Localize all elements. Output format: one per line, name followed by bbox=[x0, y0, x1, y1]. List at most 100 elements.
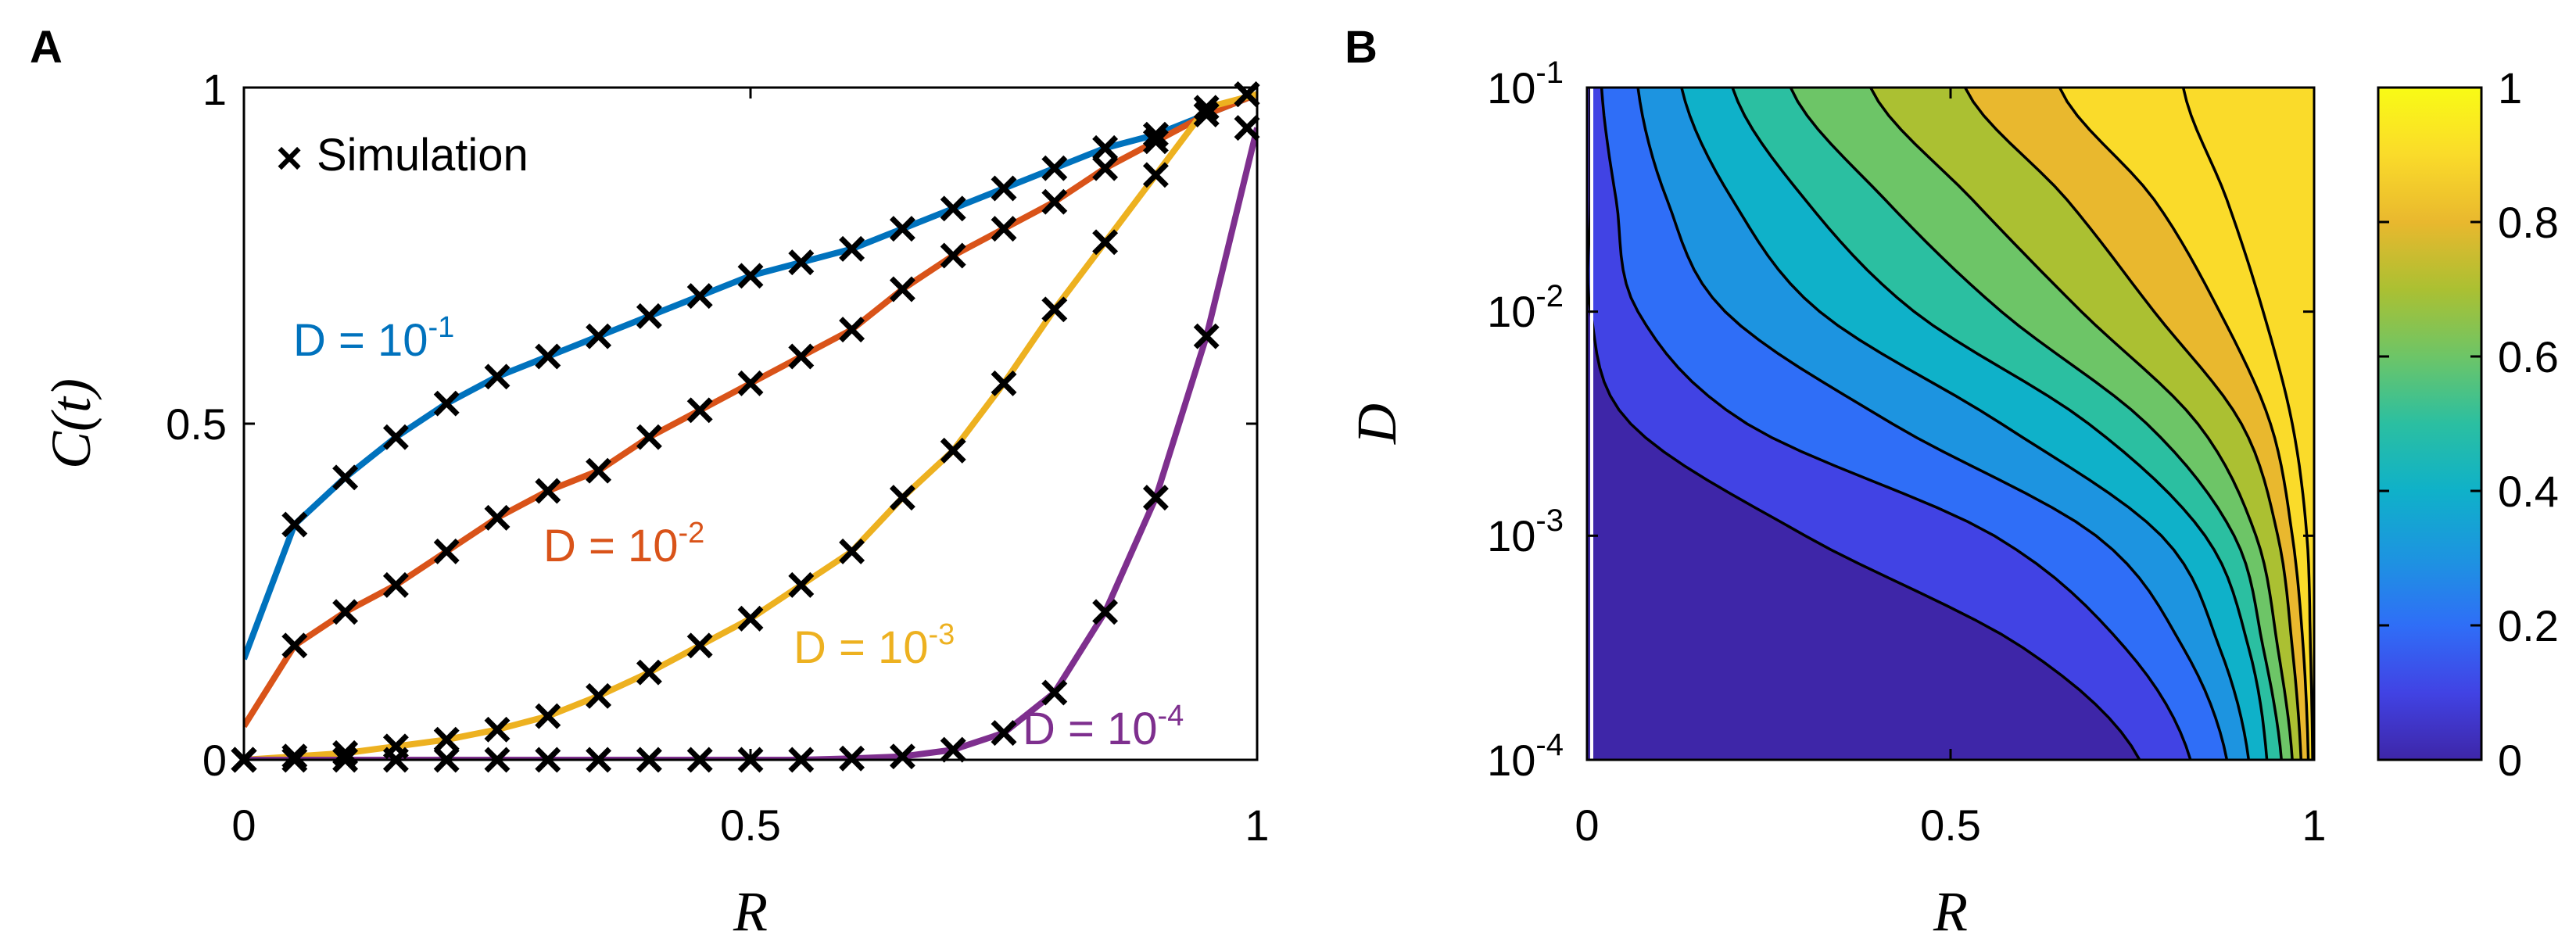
marker-stroke bbox=[788, 571, 815, 598]
panel-a-xtick-0: 0 bbox=[231, 800, 256, 850]
simulation-marker bbox=[737, 605, 764, 632]
simulation-marker bbox=[889, 743, 915, 770]
panel-b-contour-lines bbox=[1587, 88, 2314, 760]
simulation-marker bbox=[484, 716, 511, 743]
panel-b-xtick-1: 1 bbox=[2302, 800, 2326, 850]
contour-line bbox=[2058, 88, 2310, 760]
panel-a-ylabel: C(t) bbox=[40, 378, 102, 469]
legend-label: Simulation bbox=[317, 130, 528, 181]
simulation-marker bbox=[1092, 155, 1119, 181]
marker-stroke bbox=[281, 511, 308, 538]
simulation-marker bbox=[1092, 134, 1119, 161]
series-label-d2: D = 10-2 bbox=[543, 517, 704, 571]
series-line-4 bbox=[244, 127, 1257, 760]
marker-stroke bbox=[586, 323, 612, 349]
marker-stroke bbox=[382, 424, 409, 450]
simulation-marker bbox=[991, 175, 1017, 202]
contour-line bbox=[1731, 88, 2269, 760]
panel-b-xlabel: R bbox=[1933, 880, 1968, 943]
simulation-marker bbox=[889, 485, 915, 511]
simulation-marker bbox=[1092, 599, 1119, 625]
contour-line bbox=[1600, 88, 2192, 760]
marker-stroke bbox=[586, 457, 612, 484]
marker-stroke bbox=[636, 424, 662, 450]
simulation-marker bbox=[991, 216, 1017, 242]
simulation-marker bbox=[433, 390, 460, 417]
simulation-marker bbox=[1041, 155, 1068, 181]
panel-a-ticks bbox=[242, 86, 1259, 761]
marker-stroke bbox=[484, 504, 511, 531]
marker-stroke bbox=[636, 303, 662, 329]
simulation-marker bbox=[382, 424, 409, 450]
contour-band bbox=[1587, 88, 2140, 760]
simulation-marker bbox=[332, 464, 359, 491]
panel-b-ytick-1e-2: 10-2 bbox=[1487, 279, 1564, 336]
marker-stroke bbox=[839, 745, 865, 772]
contour-line bbox=[1869, 88, 2294, 760]
panel-a-xtick-0.5: 0.5 bbox=[720, 800, 781, 850]
marker-stroke bbox=[332, 599, 359, 625]
contour-band bbox=[2183, 88, 2314, 760]
panel-b-ytick-1e-3: 10-3 bbox=[1487, 503, 1564, 560]
contour-line bbox=[1680, 88, 2251, 760]
marker-stroke bbox=[991, 216, 1017, 242]
simulation-marker bbox=[281, 511, 308, 538]
simulation-marker bbox=[940, 736, 966, 763]
simulation-marker bbox=[1142, 121, 1169, 148]
simulation-marker bbox=[484, 363, 511, 390]
colorbar-tick-0.2: 0.2 bbox=[2498, 601, 2559, 650]
panel-a-letter: A bbox=[30, 22, 63, 73]
marker-stroke bbox=[1092, 134, 1119, 161]
marker-stroke bbox=[686, 632, 713, 659]
simulation-marker bbox=[940, 242, 966, 269]
marker-stroke bbox=[889, 743, 915, 770]
simulation-marker bbox=[636, 303, 662, 329]
marker-stroke bbox=[1142, 162, 1169, 188]
marker-stroke bbox=[788, 249, 815, 276]
simulation-marker bbox=[1092, 229, 1119, 256]
marker-stroke bbox=[1142, 128, 1169, 155]
marker-stroke bbox=[940, 242, 966, 269]
panel-b-letter: B bbox=[1345, 22, 1378, 73]
panel-b-xtick-0.5: 0.5 bbox=[1920, 800, 1981, 850]
simulation-marker bbox=[586, 682, 612, 709]
marker-stroke bbox=[535, 478, 561, 504]
series-line-2 bbox=[244, 91, 1257, 729]
simulation-marker bbox=[839, 235, 865, 262]
contour-line bbox=[1789, 88, 2283, 760]
simulation-marker bbox=[686, 397, 713, 424]
marker-stroke bbox=[737, 605, 764, 632]
simulation-marker bbox=[1041, 679, 1068, 706]
panel-b-xtick-0: 0 bbox=[1575, 800, 1599, 850]
simulation-marker bbox=[991, 370, 1017, 396]
marker-stroke bbox=[839, 538, 865, 564]
simulation-marker bbox=[991, 720, 1017, 747]
simulation-marker bbox=[737, 370, 764, 396]
colorbar-box bbox=[2377, 86, 2483, 761]
colorbar-tick-0.6: 0.6 bbox=[2498, 332, 2559, 381]
simulation-marker bbox=[433, 726, 460, 753]
simulation-marker bbox=[586, 323, 612, 349]
simulation-marker bbox=[636, 659, 662, 686]
marker-stroke bbox=[1142, 121, 1169, 148]
simulation-marker bbox=[484, 504, 511, 531]
panel-a-line-chart: A 1 0.5 0 0 0.5 1 R C(t) × Simulation D … bbox=[30, 22, 1270, 943]
simulation-marker bbox=[1142, 485, 1169, 511]
marker-stroke bbox=[1234, 115, 1260, 141]
simulation-marker bbox=[889, 216, 915, 242]
simulation-marker bbox=[839, 317, 865, 343]
panel-a-ytick-0: 0 bbox=[202, 736, 227, 785]
colorbar-tick-0.8: 0.8 bbox=[2498, 198, 2559, 247]
marker-stroke bbox=[484, 716, 511, 743]
marker-stroke bbox=[889, 216, 915, 242]
simulation-marker bbox=[889, 276, 915, 303]
marker-stroke bbox=[1142, 485, 1169, 511]
marker-stroke bbox=[1092, 155, 1119, 181]
marker-stroke bbox=[940, 195, 966, 222]
simulation-marker bbox=[686, 632, 713, 659]
simulation-marker bbox=[1193, 323, 1220, 349]
marker-stroke bbox=[737, 370, 764, 396]
simulation-marker bbox=[636, 424, 662, 450]
marker-stroke bbox=[586, 682, 612, 709]
simulation-marker bbox=[839, 745, 865, 772]
